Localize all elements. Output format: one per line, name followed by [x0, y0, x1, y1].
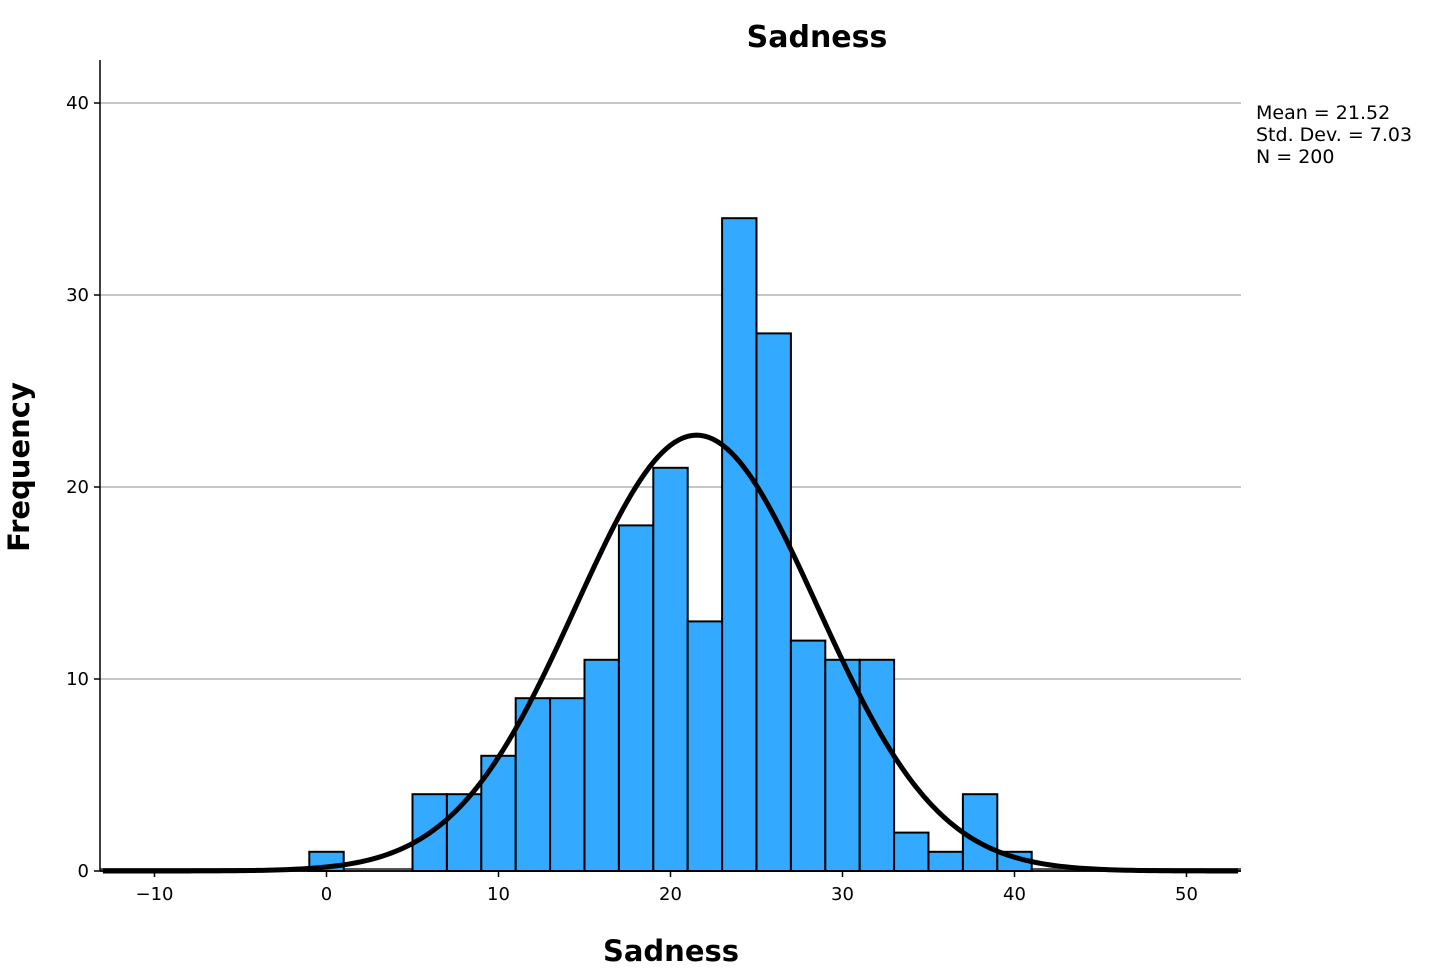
- histogram-bar-5: [549, 697, 586, 873]
- x-tick-label--10: −10: [136, 884, 174, 905]
- histogram-bar-6: [583, 658, 620, 872]
- summary-statistics: Mean = 21.52 Std. Dev. = 7.03 N = 200: [1256, 102, 1412, 168]
- stat-mean: Mean = 21.52: [1256, 102, 1390, 124]
- x-tick-label-0: 0: [321, 884, 332, 905]
- x-tick-label-10: 10: [487, 884, 510, 905]
- x-tick-label-40: 40: [1003, 884, 1026, 905]
- y-tick-label-30: 30: [66, 285, 89, 306]
- histogram-bar-9: [686, 620, 724, 873]
- x-axis-title: Sadness: [603, 934, 739, 968]
- stat-n: N = 200: [1256, 146, 1334, 168]
- normal-curve: [102, 432, 1239, 874]
- histogram-bar-17: [961, 793, 999, 873]
- histogram-bar-7: [617, 524, 655, 873]
- histogram-bar-11: [755, 332, 792, 872]
- y-axis-title: Frequency: [2, 382, 36, 552]
- histogram-bar-10: [721, 217, 758, 872]
- x-tick-label-30: 30: [831, 884, 854, 905]
- x-tick-label-20: 20: [659, 884, 682, 905]
- x-axis-ticks: −10 0 10 20 30 40 50: [136, 871, 1198, 905]
- histogram-bar-16: [927, 850, 964, 872]
- histogram-bar-8: [652, 466, 689, 872]
- x-tick-label-50: 50: [1175, 884, 1198, 905]
- histogram-bars: [308, 217, 1033, 873]
- y-tick-label-0: 0: [78, 861, 89, 882]
- histogram-bar-13: [824, 658, 861, 872]
- histogram-bar-14: [858, 658, 896, 872]
- y-tick-label-10: 10: [66, 669, 89, 690]
- y-axis-ticks: 0 10 20 30 40: [66, 93, 100, 882]
- histogram-bar-15: [893, 831, 930, 872]
- stat-std-dev: Std. Dev. = 7.03: [1256, 124, 1412, 146]
- chart-title: Sadness: [747, 20, 888, 55]
- y-tick-label-20: 20: [66, 477, 89, 498]
- histogram-bar-12: [789, 639, 827, 872]
- y-tick-label-40: 40: [66, 93, 89, 114]
